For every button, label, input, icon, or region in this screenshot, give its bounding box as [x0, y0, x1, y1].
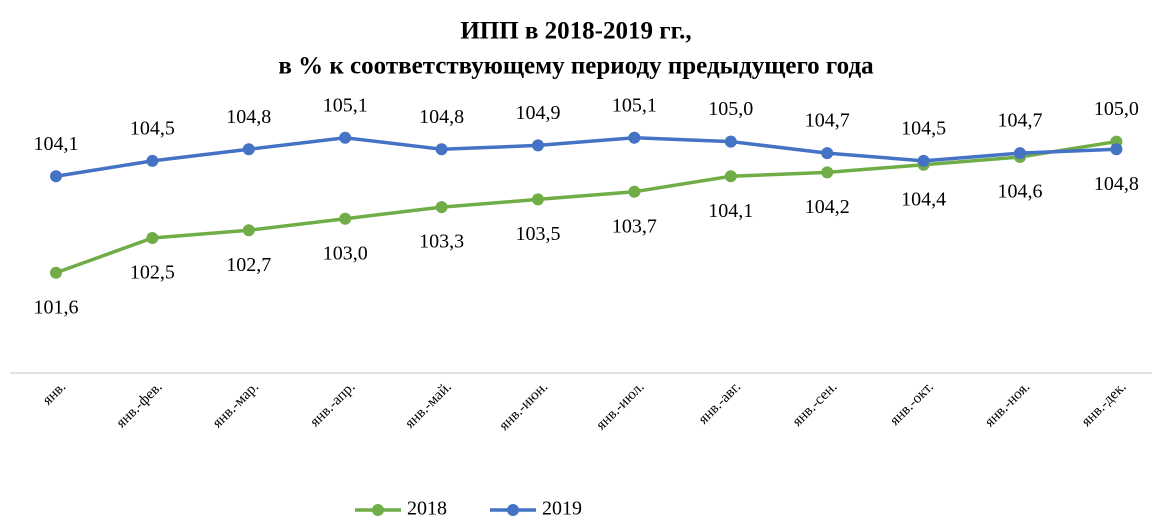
x-tick-label: янв.-окт. — [887, 379, 937, 429]
data-point — [50, 266, 62, 279]
data-label: 104,6 — [998, 181, 1043, 203]
data-point — [628, 185, 641, 198]
x-tick-label: янв.-сен. — [790, 379, 841, 430]
data-point — [339, 212, 352, 225]
data-label: 103,5 — [516, 223, 561, 245]
data-label: 105,1 — [323, 94, 368, 116]
data-point — [146, 232, 159, 244]
data-label: 103,3 — [419, 231, 464, 253]
data-point — [917, 154, 930, 167]
data-label: 105,0 — [708, 98, 753, 120]
series-line — [55, 139, 1117, 275]
x-tick-label: янв.-июн. — [496, 379, 551, 434]
data-label: 104,7 — [998, 110, 1043, 132]
data-point — [724, 170, 737, 183]
data-point — [339, 131, 352, 144]
legend-marker — [372, 504, 384, 516]
data-label: 104,5 — [130, 117, 175, 139]
data-point — [532, 193, 544, 206]
data-point — [242, 143, 255, 156]
x-tick-label: янв.-мар. — [210, 379, 262, 431]
legend-label: 2019 — [542, 498, 582, 520]
legend-label: 2018 — [407, 498, 447, 520]
data-point — [242, 224, 255, 237]
x-tick-label: янв. — [40, 379, 70, 409]
data-label: 105,0 — [1094, 98, 1139, 120]
data-label: 104,1 — [34, 133, 79, 155]
data-point — [1110, 143, 1123, 156]
data-label: 102,7 — [226, 254, 271, 276]
data-point — [435, 201, 448, 214]
data-label: 104,5 — [901, 117, 946, 139]
data-label: 103,0 — [323, 242, 368, 264]
data-point — [50, 170, 62, 183]
x-tick-label: янв.-фев. — [113, 379, 165, 431]
data-label: 104,9 — [516, 102, 561, 124]
x-tick-label: янв.-апр. — [307, 379, 358, 430]
x-tick-label: янв.-авг. — [695, 379, 744, 428]
data-label: 104,2 — [805, 196, 850, 218]
data-label: 104,7 — [805, 110, 850, 132]
x-tick-label: янв.-июл. — [593, 379, 647, 433]
data-point — [532, 139, 544, 152]
data-point — [435, 143, 448, 156]
series-line — [55, 135, 1117, 179]
data-point — [821, 147, 834, 160]
chart-title: ИПП в 2018-2019 гг., — [460, 18, 691, 45]
data-label: 103,7 — [612, 215, 657, 237]
data-label: 104,8 — [226, 106, 271, 128]
data-point — [821, 166, 834, 179]
x-tick-label: янв.-ноя. — [982, 379, 1033, 430]
data-point — [1014, 147, 1026, 160]
data-label: 101,6 — [34, 296, 79, 318]
data-label: 102,5 — [130, 262, 175, 284]
data-label: 105,1 — [612, 94, 657, 116]
x-tick-label: янв.-дек. — [1079, 379, 1130, 430]
data-label: 104,8 — [419, 106, 464, 128]
data-point — [146, 154, 159, 167]
data-point — [628, 131, 641, 144]
data-label: 104,1 — [708, 200, 753, 222]
data-label: 104,8 — [1094, 173, 1139, 195]
data-label: 104,4 — [901, 188, 946, 210]
data-point — [724, 135, 737, 148]
x-tick-label: янв.-май. — [402, 379, 455, 432]
legend-marker — [507, 504, 519, 516]
chart-subtitle: в % к соответствующему периоду предыдуще… — [278, 53, 874, 80]
